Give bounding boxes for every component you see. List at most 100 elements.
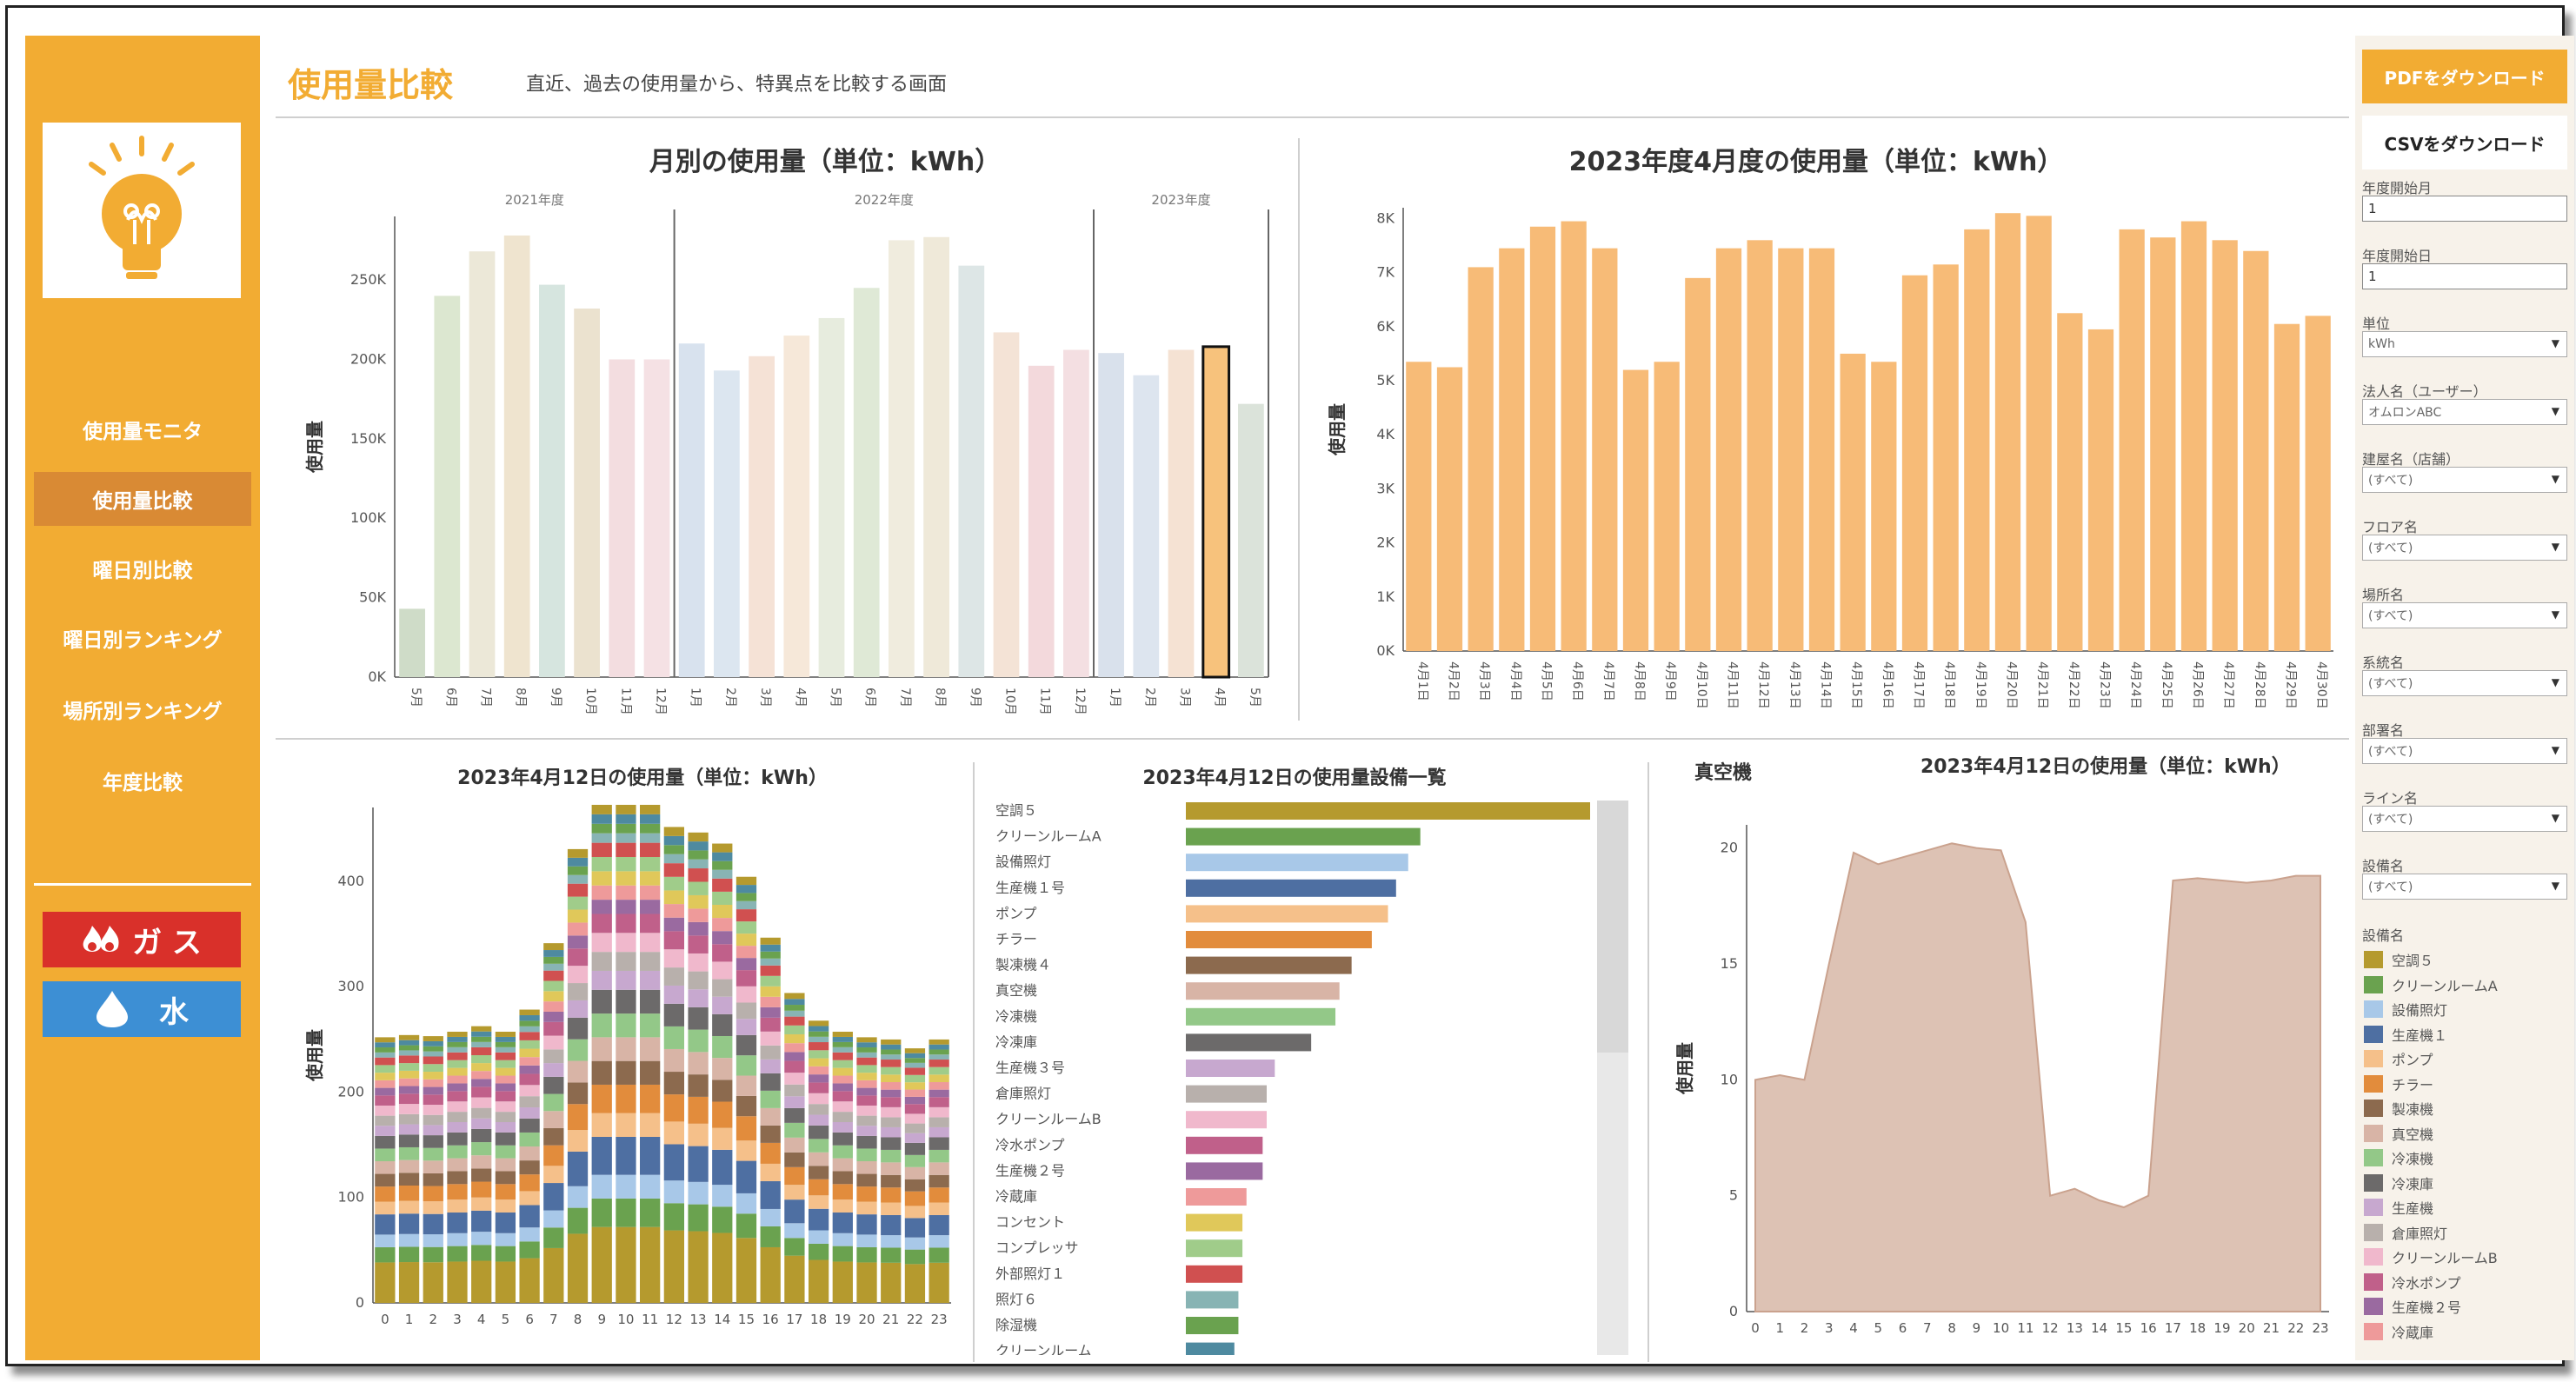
bar-segment [495,1246,516,1262]
legend-item[interactable]: クリーンルームA [2364,973,2498,996]
bar-segment [929,1137,949,1150]
legend-item[interactable]: 冷水ポンプ [2364,1271,2461,1293]
sidebar-item[interactable]: 場所別ランキング [63,701,223,723]
bar-segment [519,1191,540,1206]
bar [574,309,600,677]
bar-segment [567,922,589,936]
pdf-download-button[interactable]: PDFをダウンロード [2362,50,2567,103]
filter-dropdown[interactable]: (すべて) ▼ [2362,806,2567,832]
gas-button[interactable]: ガ ス [43,912,241,967]
x-tick-label: 23 [2312,1320,2328,1336]
bar-segment [736,1019,757,1035]
bar-segment [832,1132,853,1146]
bar-segment [519,1132,540,1147]
bar [1406,362,1432,651]
sidebar-item[interactable]: 曜日別比較 [92,560,193,582]
filter-label: 単位 [2362,316,2391,332]
bar-segment [423,1125,443,1136]
csv-download-button[interactable]: CSVをダウンロード [2362,116,2567,169]
bar-segment [760,1045,781,1060]
filter-dropdown[interactable]: (すべて) ▼ [2362,535,2567,561]
bar-segment [856,1047,877,1053]
bar-segment [929,1097,949,1107]
bar-segment [567,857,589,867]
bar-segment [375,1105,396,1116]
x-tick-label: 4月 [1213,688,1227,708]
bar-segment [398,1070,420,1079]
bar-segment [904,1067,926,1075]
bar-segment [398,1104,420,1114]
water-button[interactable]: 水 [43,981,241,1037]
legend-label: 真空機 [2392,1126,2434,1143]
bar-segment [447,1067,468,1076]
filter-input[interactable]: 1 [2362,263,2567,289]
legend-label: 冷凍機 [2392,1151,2434,1167]
bar-segment [760,1163,781,1181]
legend-item[interactable]: チラー [2364,1073,2433,1095]
filter-dropdown[interactable]: オムロンABC ▼ [2362,399,2567,425]
bar-segment [904,1166,926,1179]
bar-segment [712,869,733,879]
bar-segment [736,958,757,971]
x-tick-label: 4月4日 [1508,661,1522,701]
legend-label: チラー [2392,1076,2434,1093]
bar-segment [736,876,757,886]
x-tick-label: 4月10日 [1694,661,1708,709]
filter-dropdown[interactable]: (すべて) ▼ [2362,738,2567,764]
legend-item[interactable]: ポンプ [2364,1047,2433,1070]
sidebar-item[interactable]: 使用量比較 [34,472,251,526]
bar-segment [640,933,661,953]
legend-item[interactable]: 生産機２号 [2364,1295,2461,1318]
legend-item[interactable]: 冷凍機 [2364,1146,2433,1169]
x-tick-label: 4月8日 [1633,661,1647,701]
bar-segment [640,1084,661,1113]
bar-segment [808,1166,829,1179]
filter-dropdown[interactable]: (すべて) ▼ [2362,670,2567,696]
bar [469,251,496,677]
sidebar-item[interactable]: 使用量モニタ [83,421,203,443]
legend-item[interactable]: 生産機 [2364,1196,2433,1219]
bar-segment [881,1174,902,1188]
bar [643,359,670,677]
bar-label: 生産機１号 [995,880,1065,896]
bar-segment [616,833,636,843]
x-tick-label: 9月 [968,688,982,708]
bar-segment [423,1079,443,1087]
bar-segment [856,1186,877,1202]
legend-item[interactable]: 設備照灯 [2364,998,2447,1020]
x-tick-label: 7月 [479,688,493,708]
bar-segment [856,1161,877,1174]
sidebar-item[interactable]: 曜日別ランキング [63,629,223,652]
filter-input[interactable]: 1 [2362,196,2567,222]
sidebar-item[interactable]: 年度比較 [103,772,183,794]
bar-segment [760,996,781,1007]
filter-dropdown[interactable]: (すべて) ▼ [2362,874,2567,900]
legend-item[interactable]: 空調５ [2364,948,2433,971]
legend-item[interactable]: 真空機 [2364,1122,2433,1145]
bar-segment [543,1227,564,1248]
filter-dropdown[interactable]: (すべて) ▼ [2362,602,2567,628]
bar-segment [567,874,589,884]
filter-dropdown[interactable]: kWh ▼ [2362,331,2567,357]
x-tick-label: 4月23日 [2098,661,2112,709]
divider [34,883,251,886]
legend-item[interactable]: 倉庫照灯 [2364,1221,2447,1244]
legend-item[interactable]: クリーンルームB [2364,1246,2498,1268]
bar-segment [784,1025,805,1034]
bar-segment [616,1060,636,1085]
bar [1186,1188,1247,1206]
bar-segment [881,1049,902,1055]
bar-segment [760,975,781,987]
bar-segment [423,1051,443,1057]
legend-item[interactable]: 生産機１ [2364,1023,2447,1046]
x-tick-label: 20 [858,1312,875,1327]
monthly-usage-chart: 0K 50K 100K 150K 200K 250K 使用量 2021年度 2022年度 2023… [304,192,1269,715]
legend-item[interactable]: 冷凍庫 [2364,1172,2433,1194]
filter-dropdown[interactable]: (すべて) ▼ [2362,467,2567,493]
bar-segment [712,931,733,945]
bar-segment [423,1064,443,1073]
legend-label: 製凍機 [2392,1101,2434,1118]
legend-item[interactable]: 製凍機 [2364,1097,2433,1120]
bar-segment [881,1202,902,1215]
legend-item[interactable]: 冷蔵庫 [2364,1320,2433,1343]
